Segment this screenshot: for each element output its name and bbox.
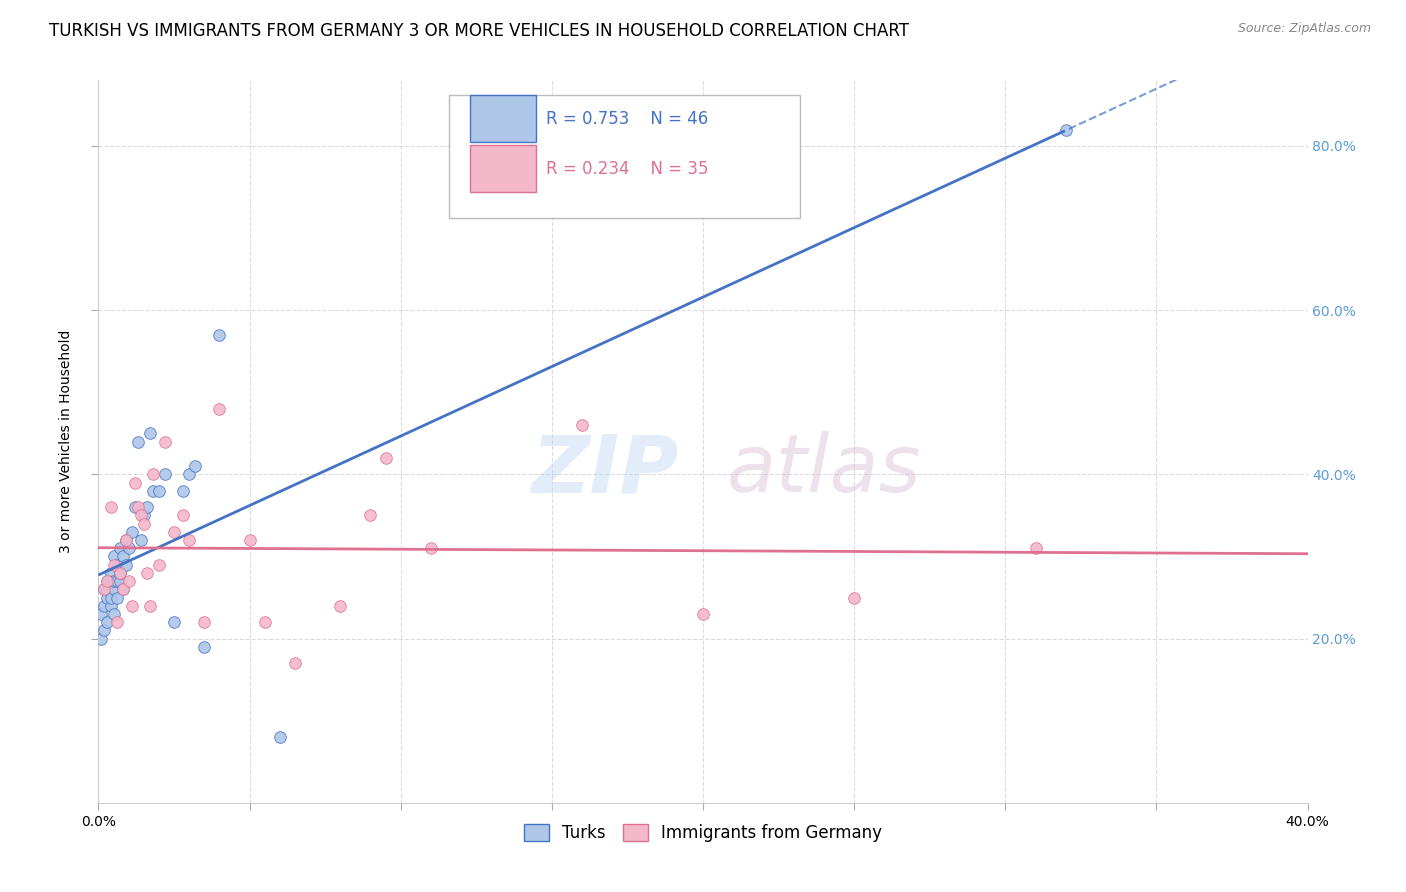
Text: ZIP: ZIP bbox=[531, 432, 679, 509]
Point bbox=[420, 541, 443, 556]
Point bbox=[100, 574, 122, 588]
Point bbox=[239, 533, 262, 547]
Point bbox=[93, 582, 115, 597]
Point bbox=[208, 401, 231, 416]
Text: R = 0.753    N = 46: R = 0.753 N = 46 bbox=[546, 110, 709, 128]
Point bbox=[108, 574, 131, 588]
Point bbox=[208, 327, 231, 342]
Point bbox=[253, 615, 276, 630]
Point bbox=[135, 500, 157, 515]
Point bbox=[103, 558, 125, 572]
Point bbox=[142, 483, 165, 498]
Point bbox=[100, 566, 122, 580]
FancyBboxPatch shape bbox=[470, 95, 536, 142]
Point bbox=[135, 566, 157, 580]
Point bbox=[124, 500, 146, 515]
Point bbox=[108, 566, 131, 580]
Point bbox=[108, 541, 131, 556]
Point bbox=[118, 541, 141, 556]
Text: Source: ZipAtlas.com: Source: ZipAtlas.com bbox=[1237, 22, 1371, 36]
Point bbox=[96, 591, 118, 605]
Point bbox=[93, 582, 115, 597]
Point bbox=[111, 582, 134, 597]
Text: TURKISH VS IMMIGRANTS FROM GERMANY 3 OR MORE VEHICLES IN HOUSEHOLD CORRELATION C: TURKISH VS IMMIGRANTS FROM GERMANY 3 OR … bbox=[49, 22, 910, 40]
Point bbox=[163, 615, 186, 630]
FancyBboxPatch shape bbox=[470, 145, 536, 193]
Point bbox=[103, 582, 125, 597]
Point bbox=[124, 475, 146, 490]
Point bbox=[139, 599, 162, 613]
Point bbox=[96, 582, 118, 597]
Point bbox=[103, 607, 125, 621]
Point bbox=[93, 599, 115, 613]
Point bbox=[90, 607, 112, 621]
Point bbox=[844, 591, 866, 605]
Point bbox=[153, 434, 176, 449]
Point bbox=[100, 500, 122, 515]
Point bbox=[129, 508, 152, 523]
Point bbox=[148, 483, 170, 498]
Point bbox=[103, 549, 125, 564]
Point bbox=[129, 533, 152, 547]
Point bbox=[108, 566, 131, 580]
Point bbox=[184, 459, 207, 474]
Point bbox=[103, 574, 125, 588]
Point bbox=[193, 640, 215, 654]
Point bbox=[329, 599, 352, 613]
Point bbox=[111, 549, 134, 564]
Point bbox=[360, 508, 382, 523]
Point bbox=[139, 426, 162, 441]
Point bbox=[100, 599, 122, 613]
Point bbox=[100, 591, 122, 605]
Point bbox=[127, 434, 149, 449]
Point bbox=[127, 500, 149, 515]
Point bbox=[93, 624, 115, 638]
Point bbox=[132, 516, 155, 531]
Point bbox=[1054, 122, 1077, 136]
Point bbox=[692, 607, 714, 621]
Point bbox=[172, 508, 194, 523]
Point bbox=[114, 533, 136, 547]
Point bbox=[193, 615, 215, 630]
Point bbox=[96, 574, 118, 588]
Point bbox=[105, 591, 128, 605]
Point bbox=[121, 524, 143, 539]
Point bbox=[374, 450, 396, 465]
Point bbox=[571, 418, 593, 433]
Point bbox=[105, 574, 128, 588]
Point bbox=[172, 483, 194, 498]
Point bbox=[284, 657, 307, 671]
FancyBboxPatch shape bbox=[449, 95, 800, 218]
Point bbox=[90, 632, 112, 646]
Point bbox=[96, 615, 118, 630]
Point bbox=[111, 582, 134, 597]
Point bbox=[114, 558, 136, 572]
Point bbox=[1024, 541, 1046, 556]
Legend: Turks, Immigrants from Germany: Turks, Immigrants from Germany bbox=[517, 817, 889, 848]
Point bbox=[163, 524, 186, 539]
Point bbox=[148, 558, 170, 572]
Point bbox=[269, 730, 291, 744]
Point bbox=[105, 558, 128, 572]
Text: R = 0.234    N = 35: R = 0.234 N = 35 bbox=[546, 161, 709, 178]
Point bbox=[153, 467, 176, 482]
Point bbox=[114, 533, 136, 547]
Y-axis label: 3 or more Vehicles in Household: 3 or more Vehicles in Household bbox=[59, 330, 73, 553]
Point bbox=[96, 574, 118, 588]
Point bbox=[179, 467, 201, 482]
Point bbox=[179, 533, 201, 547]
Text: atlas: atlas bbox=[727, 432, 922, 509]
Point bbox=[142, 467, 165, 482]
Point bbox=[105, 615, 128, 630]
Point bbox=[121, 599, 143, 613]
Point bbox=[118, 574, 141, 588]
Point bbox=[132, 508, 155, 523]
